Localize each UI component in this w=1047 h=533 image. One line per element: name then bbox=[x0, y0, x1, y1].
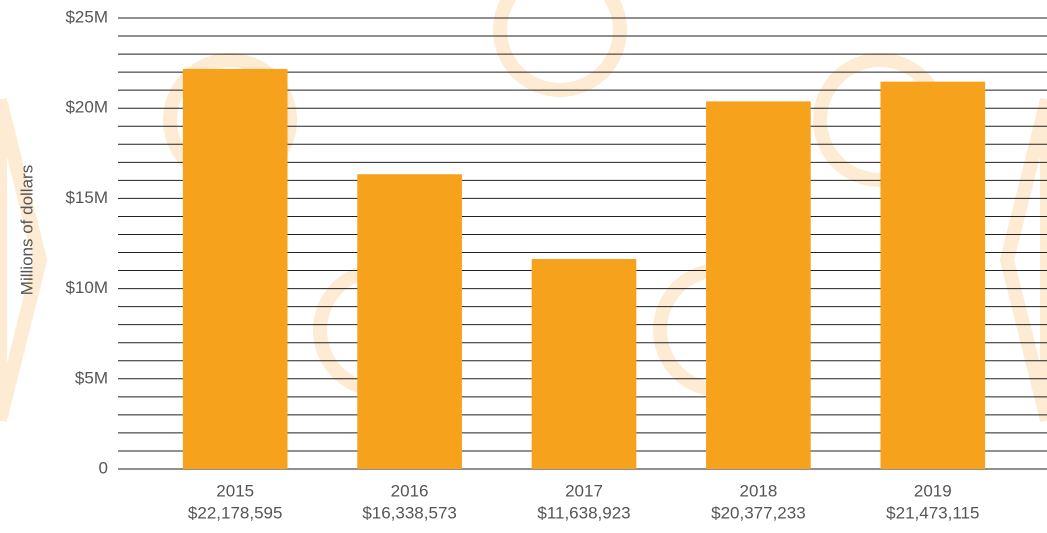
bar bbox=[706, 101, 811, 469]
x-tick-label: 2017 bbox=[565, 481, 603, 500]
x-tick-label: 2019 bbox=[914, 481, 952, 500]
value-label: $16,338,573 bbox=[362, 503, 457, 522]
value-label: $20,377,233 bbox=[711, 503, 806, 522]
bar bbox=[357, 174, 462, 469]
y-tick-label: $25M bbox=[65, 7, 108, 26]
y-tick-label: $5M bbox=[75, 368, 108, 387]
x-tick-label: 2018 bbox=[739, 481, 777, 500]
value-label: $11,638,923 bbox=[537, 503, 630, 522]
value-label: $22,178,595 bbox=[188, 503, 283, 522]
bar bbox=[880, 81, 986, 470]
x-tick-label: 2016 bbox=[391, 481, 429, 500]
y-tick-label: $10M bbox=[65, 278, 108, 297]
bar bbox=[531, 259, 637, 469]
x-tick-label: 2015 bbox=[216, 481, 254, 500]
bar bbox=[182, 68, 288, 470]
y-tick-label: $15M bbox=[65, 188, 108, 207]
value-label: $21,473,115 bbox=[886, 503, 979, 522]
y-tick-label: $20M bbox=[65, 98, 108, 117]
y-tick-label: 0 bbox=[99, 458, 108, 477]
y-axis-title: Millions of dollars bbox=[17, 165, 36, 295]
